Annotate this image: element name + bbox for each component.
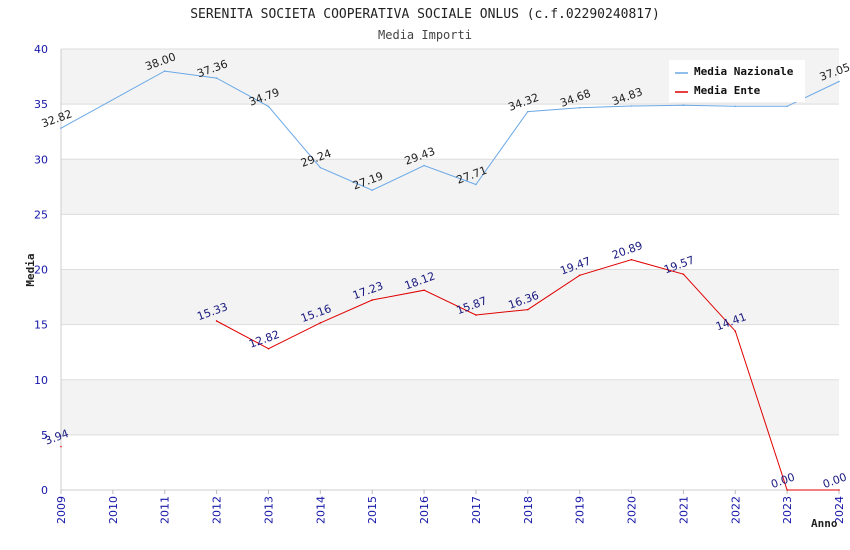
grid-band	[61, 104, 839, 160]
data-point-media-ente	[267, 347, 270, 350]
data-point-media-nazionale	[371, 189, 374, 192]
grid-band	[61, 324, 839, 380]
data-point-media-nazionale	[786, 105, 788, 108]
data-point-media-ente	[60, 445, 62, 448]
y-tick-label: 0	[41, 484, 48, 497]
x-tick-label: 2020	[626, 496, 639, 524]
grid-bands	[61, 48, 839, 490]
data-point-media-nazionale	[578, 106, 581, 109]
series-layer	[60, 70, 840, 491]
data-point-media-ente	[682, 273, 685, 276]
grid-band	[61, 379, 839, 435]
y-tick-labels: 0 5 10 15 20 25 30 35 40	[34, 43, 48, 497]
data-point-media-nazionale	[630, 105, 633, 107]
y-tick-label: 15	[34, 319, 48, 332]
x-tick-label: 2013	[262, 496, 275, 524]
grid-band	[61, 269, 839, 325]
x-tick-label: 2011	[159, 496, 172, 524]
data-point-media-ente	[578, 274, 581, 277]
x-tick-label: 2014	[314, 496, 327, 524]
data-point-media-ente	[630, 258, 633, 261]
y-tick-label: 35	[34, 98, 48, 111]
x-tick-label: 2019	[574, 496, 587, 524]
x-tick-label: 2024	[833, 496, 846, 524]
y-tick-label: 30	[34, 153, 48, 166]
x-tick-label: 2015	[366, 496, 379, 524]
data-point-media-ente	[838, 489, 840, 491]
data-point-media-ente	[319, 322, 322, 324]
data-point-media-ente	[371, 299, 374, 301]
data-point-media-nazionale	[527, 110, 529, 113]
chart-title: SERENITA SOCIETA COOPERATIVA SOCIALE ONL…	[190, 7, 660, 22]
legend: Media Nazionale Media Ente	[669, 60, 805, 102]
y-tick-label: 25	[34, 208, 48, 221]
x-tick-label: 2010	[107, 496, 120, 524]
x-tick-label: 2012	[211, 496, 224, 524]
legend-label-nazionale: Media Nazionale	[694, 65, 794, 78]
data-point-media-ente	[423, 289, 425, 292]
grid-band	[61, 214, 839, 270]
x-tick-label: 2023	[781, 496, 794, 524]
data-point-media-ente	[527, 308, 529, 311]
data-point-media-nazionale	[319, 166, 322, 169]
data-point-media-nazionale	[267, 105, 270, 108]
x-tick-label: 2009	[55, 496, 68, 524]
legend-box	[669, 60, 805, 102]
data-point-media-ente	[215, 320, 218, 322]
y-tick-label: 5	[41, 429, 48, 442]
data-point-media-ente	[475, 314, 477, 316]
y-axis-title: Media	[24, 253, 37, 286]
x-tick-label: 2021	[677, 496, 690, 524]
axes	[60, 49, 840, 494]
chart-subtitle: Media Importi	[378, 28, 472, 42]
data-point-media-nazionale	[60, 127, 62, 129]
y-tick-label: 10	[34, 374, 48, 387]
data-point-media-nazionale	[682, 104, 685, 107]
data-point-media-nazionale	[475, 183, 477, 186]
y-tick-label: 20	[34, 264, 48, 277]
grid-band	[61, 434, 839, 490]
x-tick-label: 2022	[729, 496, 742, 524]
x-axis-title: Anno	[811, 517, 838, 530]
x-tick-label: 2016	[418, 496, 431, 524]
y-tick-label: 40	[34, 43, 48, 56]
data-point-media-nazionale	[215, 77, 218, 79]
legend-label-ente: Media Ente	[694, 84, 761, 97]
data-point-media-nazionale	[838, 80, 840, 83]
data-point-media-nazionale	[734, 105, 737, 108]
x-tick-label: 2017	[470, 496, 483, 524]
x-tick-label: 2018	[522, 496, 535, 524]
data-point-media-nazionale	[163, 70, 166, 72]
x-tick-labels: 2009 2010 2011 2012 2013 2014 2015 2016 2017 2018…	[55, 496, 846, 524]
data-point-media-ente	[786, 489, 788, 491]
data-point-media-ente	[734, 330, 737, 332]
data-point-media-nazionale	[423, 164, 425, 167]
grid-band	[61, 159, 839, 215]
